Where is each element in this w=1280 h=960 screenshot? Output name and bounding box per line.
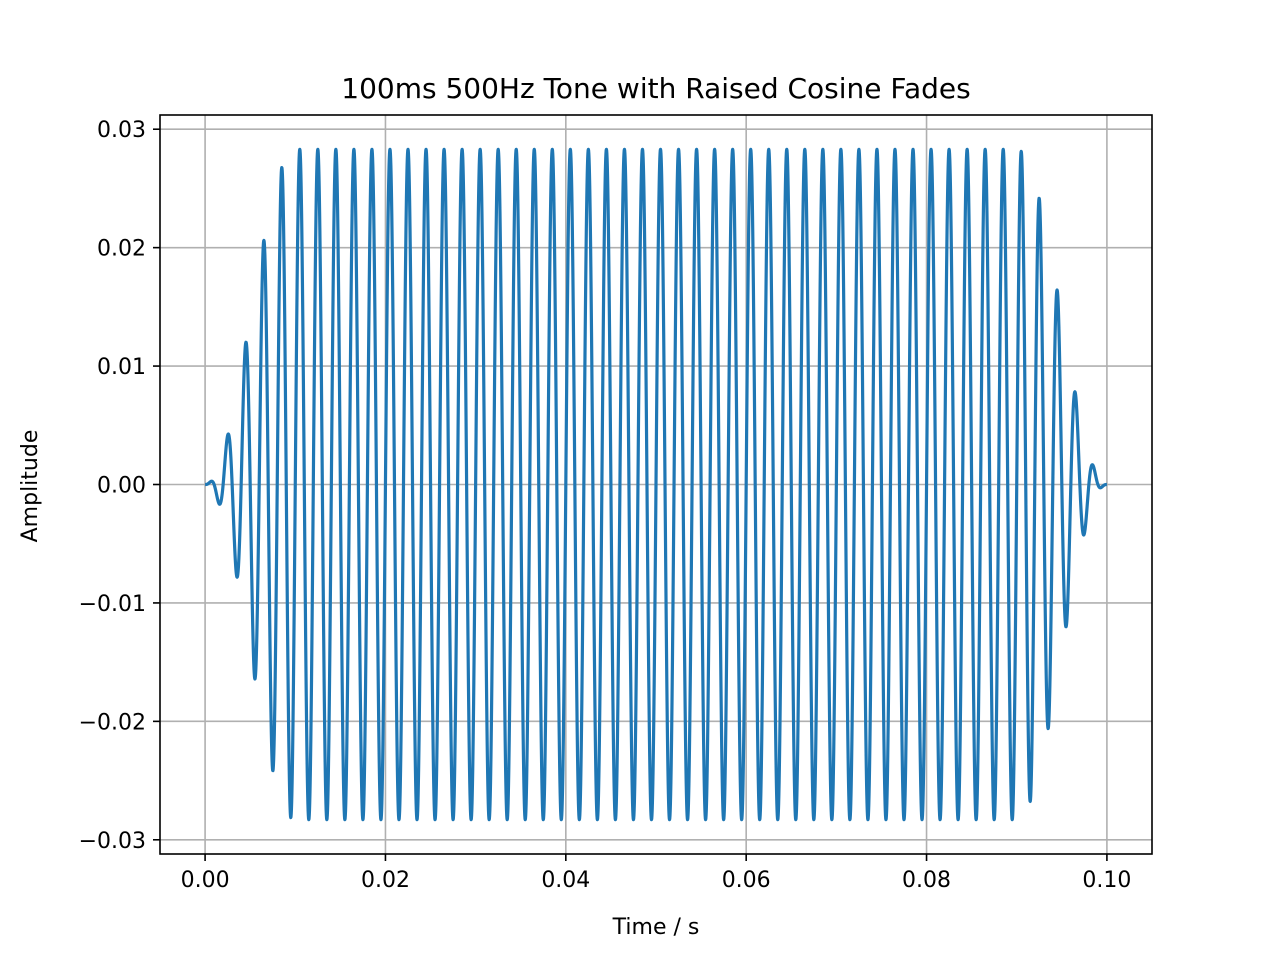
- y-axis-label: Amplitude: [18, 430, 43, 543]
- x-tick-label-1: 0.02: [361, 868, 410, 893]
- y-tick-label-4: 0.01: [97, 355, 146, 380]
- x-tick-label-0: 0.00: [181, 868, 230, 893]
- y-tick-label-2: −0.01: [79, 592, 146, 617]
- chart-title: 100ms 500Hz Tone with Raised Cosine Fade…: [341, 72, 970, 105]
- y-tick-label-0: −0.03: [79, 829, 146, 854]
- x-tick-label-2: 0.04: [541, 868, 590, 893]
- x-tick-label-5: 0.10: [1082, 868, 1131, 893]
- y-tick-label-5: 0.02: [97, 237, 146, 262]
- axes-layer: 0.00 0.02 0.04 0.06 0.08 0.10 −0.03 −0.02 −0.01 0…: [79, 114, 1153, 893]
- x-tick-label-4: 0.08: [902, 868, 951, 893]
- y-tick-label-6: 0.03: [97, 118, 146, 143]
- y-tick-label-1: −0.02: [79, 710, 146, 735]
- x-axis-label: Time / s: [612, 915, 700, 940]
- series-layer: [203, 147, 1109, 822]
- x-tick-label-3: 0.06: [722, 868, 771, 893]
- series-line-0: [203, 147, 1109, 822]
- y-tick-label-3: 0.00: [97, 474, 146, 499]
